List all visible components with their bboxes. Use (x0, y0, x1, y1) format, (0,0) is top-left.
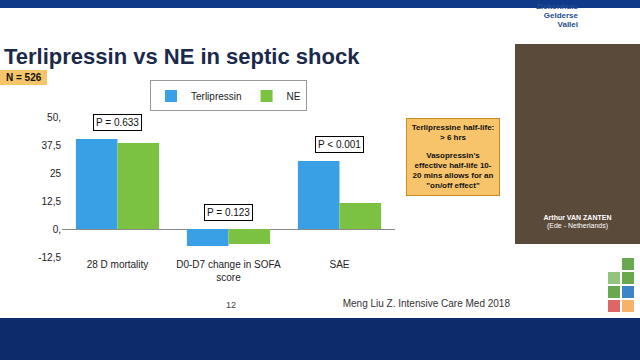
html-text:12: 12 (226, 300, 236, 310)
html-text:Terlipressine half-life: > 6 h: Terlipressine half-life: > 6 hrs (411, 123, 495, 142)
svg-text:-12,5: -12,5 (38, 252, 61, 263)
html-text:Meng Liu Z. Intensive Care Med: Meng Liu Z. Intensive Care Med 2018 (342, 298, 510, 309)
svg-text:25: 25 (50, 168, 62, 179)
svg-text:Terlipressin: Terlipressin (191, 91, 242, 102)
svg-text:P = 0.633: P = 0.633 (96, 117, 139, 128)
html-text:Terlipressin vs NE in septic s: Terlipressin vs NE in septic shock (4, 44, 360, 69)
svg-text:0,: 0, (53, 224, 61, 235)
svg-text:D0-D7 change in SOFAscore: D0-D7 change in SOFAscore (176, 259, 281, 283)
html-text:Gelderse: Gelderse (543, 10, 578, 20)
html-text:Arthur VAN ZANTEN: Arthur VAN ZANTEN (543, 214, 612, 221)
svg-text:28 D mortality: 28 D mortality (87, 259, 149, 270)
svg-text:NE: NE (287, 91, 301, 102)
svg-text:P = 0.123: P = 0.123 (207, 207, 250, 218)
svg-text:SAE: SAE (329, 259, 349, 270)
svg-text:50,: 50, (47, 112, 61, 123)
svg-text:12,5: 12,5 (42, 196, 62, 207)
svg-text:37,5: 37,5 (42, 140, 62, 151)
html-text:Vasopressin's effective half-l: Vasopressin's effective half-life 10-20 … (412, 151, 494, 190)
html-text:(Ede - Netherlands): (Ede - Netherlands) (547, 222, 608, 230)
html-text:Ziekenhuis: Ziekenhuis (536, 2, 578, 11)
html-text:N = 526: N = 526 (6, 72, 42, 83)
html-text:Vallei: Vallei (557, 19, 578, 29)
svg-text:P < 0.001: P < 0.001 (318, 139, 361, 150)
